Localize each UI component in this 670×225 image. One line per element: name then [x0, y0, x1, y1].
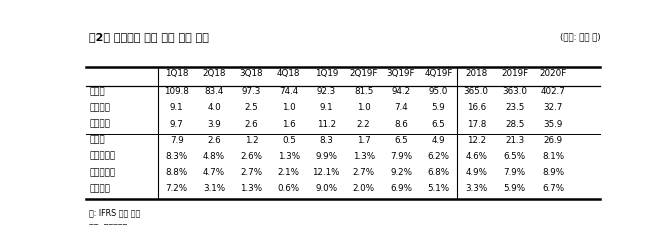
Text: 1.0: 1.0	[282, 104, 295, 112]
Text: 7.2%: 7.2%	[165, 184, 188, 193]
Text: 7.9: 7.9	[170, 136, 184, 145]
Text: 2.6: 2.6	[207, 136, 221, 145]
Text: 8.6: 8.6	[394, 119, 408, 128]
Text: 12.2: 12.2	[467, 136, 486, 145]
Text: 8.3: 8.3	[320, 136, 333, 145]
Text: 4.7%: 4.7%	[203, 168, 225, 177]
Text: 2Q18: 2Q18	[202, 70, 226, 79]
Text: 6.5: 6.5	[394, 136, 408, 145]
Text: 2.1%: 2.1%	[278, 168, 300, 177]
Text: 17.8: 17.8	[466, 119, 486, 128]
Text: 9.7: 9.7	[170, 119, 184, 128]
Text: 7.9%: 7.9%	[504, 168, 526, 177]
Text: 9.0%: 9.0%	[315, 184, 337, 193]
Text: 5.1%: 5.1%	[427, 184, 450, 193]
Text: 81.5: 81.5	[354, 87, 373, 96]
Text: 1.7: 1.7	[356, 136, 371, 145]
Text: 7.4: 7.4	[394, 104, 408, 112]
Text: 2019F: 2019F	[501, 70, 528, 79]
Text: 0.6%: 0.6%	[278, 184, 300, 193]
Text: 9.1: 9.1	[320, 104, 333, 112]
Text: 6.9%: 6.9%	[390, 184, 412, 193]
Text: 4Q19F: 4Q19F	[424, 70, 453, 79]
Text: 4.9%: 4.9%	[465, 168, 487, 177]
Text: 2Q19F: 2Q19F	[350, 70, 378, 79]
Text: 순이익: 순이익	[90, 136, 105, 145]
Text: 32.7: 32.7	[543, 104, 563, 112]
Text: 2.6%: 2.6%	[241, 152, 263, 161]
Text: 83.4: 83.4	[204, 87, 224, 96]
Text: 2018: 2018	[465, 70, 488, 79]
Text: 순이익률: 순이익률	[90, 184, 111, 193]
Text: 5.9: 5.9	[431, 104, 446, 112]
Text: 92.3: 92.3	[317, 87, 336, 96]
Text: 4.9: 4.9	[431, 136, 445, 145]
Text: 영업이익: 영업이익	[90, 104, 111, 112]
Text: 4.0: 4.0	[207, 104, 221, 112]
Text: 세전이익률: 세전이익률	[90, 168, 116, 177]
Text: 2.7%: 2.7%	[352, 168, 375, 177]
Text: 3.3%: 3.3%	[465, 184, 488, 193]
Text: 6.8%: 6.8%	[427, 168, 450, 177]
Text: 21.3: 21.3	[505, 136, 525, 145]
Text: 세전이익: 세전이익	[90, 119, 111, 128]
Text: 35.9: 35.9	[543, 119, 563, 128]
Text: 2020F: 2020F	[539, 70, 567, 79]
Text: 2.6: 2.6	[245, 119, 258, 128]
Text: 3Q19F: 3Q19F	[387, 70, 415, 79]
Text: 6.7%: 6.7%	[542, 184, 564, 193]
Text: 8.1%: 8.1%	[542, 152, 564, 161]
Text: 1Q19: 1Q19	[314, 70, 338, 79]
Text: 363.0: 363.0	[502, 87, 527, 96]
Text: 1Q18: 1Q18	[165, 70, 188, 79]
Text: 95.0: 95.0	[429, 87, 448, 96]
Text: 영업이익률: 영업이익률	[90, 152, 116, 161]
Text: 26.9: 26.9	[543, 136, 563, 145]
Text: (단위: 십억 원): (단위: 십억 원)	[559, 32, 600, 41]
Text: 자료: 현대차증권: 자료: 현대차증권	[89, 224, 127, 225]
Text: 3Q18: 3Q18	[240, 70, 263, 79]
Text: 16.6: 16.6	[467, 104, 486, 112]
Text: 9.2%: 9.2%	[390, 168, 412, 177]
Text: 5.9%: 5.9%	[504, 184, 526, 193]
Text: 9.1: 9.1	[170, 104, 184, 112]
Text: 1.2: 1.2	[245, 136, 258, 145]
Text: 1.3%: 1.3%	[241, 184, 263, 193]
Text: 주: IFRS 연결 기준: 주: IFRS 연결 기준	[89, 208, 140, 217]
Text: 6.5: 6.5	[431, 119, 446, 128]
Text: 23.5: 23.5	[505, 104, 525, 112]
Text: 2.5: 2.5	[245, 104, 259, 112]
Text: 1.6: 1.6	[282, 119, 295, 128]
Text: 6.5%: 6.5%	[504, 152, 526, 161]
Text: 8.8%: 8.8%	[165, 168, 188, 177]
Text: 2.0%: 2.0%	[352, 184, 375, 193]
Text: 109.8: 109.8	[164, 87, 189, 96]
Text: 94.2: 94.2	[391, 87, 411, 96]
Text: 2.7%: 2.7%	[241, 168, 263, 177]
Text: 4.8%: 4.8%	[203, 152, 225, 161]
Text: 。2〃 모두투어 연결 분기 실적 추이: 。2〃 모두투어 연결 분기 실적 추이	[89, 32, 209, 42]
Text: 3.9: 3.9	[207, 119, 221, 128]
Text: 365.0: 365.0	[464, 87, 489, 96]
Text: 6.2%: 6.2%	[427, 152, 450, 161]
Text: 28.5: 28.5	[505, 119, 525, 128]
Text: 3.1%: 3.1%	[203, 184, 225, 193]
Text: 9.9%: 9.9%	[316, 152, 337, 161]
Text: 8.3%: 8.3%	[165, 152, 188, 161]
Text: 0.5: 0.5	[282, 136, 295, 145]
Text: 74.4: 74.4	[279, 87, 298, 96]
Text: 12.1%: 12.1%	[312, 168, 340, 177]
Text: 97.3: 97.3	[242, 87, 261, 96]
Text: 11.2: 11.2	[317, 119, 336, 128]
Text: 4Q18: 4Q18	[277, 70, 301, 79]
Text: 7.9%: 7.9%	[390, 152, 412, 161]
Text: 1.3%: 1.3%	[278, 152, 300, 161]
Text: 4.6%: 4.6%	[465, 152, 487, 161]
Text: 1.3%: 1.3%	[352, 152, 375, 161]
Text: 1.0: 1.0	[356, 104, 371, 112]
Text: 매출액: 매출액	[90, 87, 105, 96]
Text: 8.9%: 8.9%	[542, 168, 564, 177]
Text: 402.7: 402.7	[541, 87, 565, 96]
Text: 2.2: 2.2	[357, 119, 371, 128]
